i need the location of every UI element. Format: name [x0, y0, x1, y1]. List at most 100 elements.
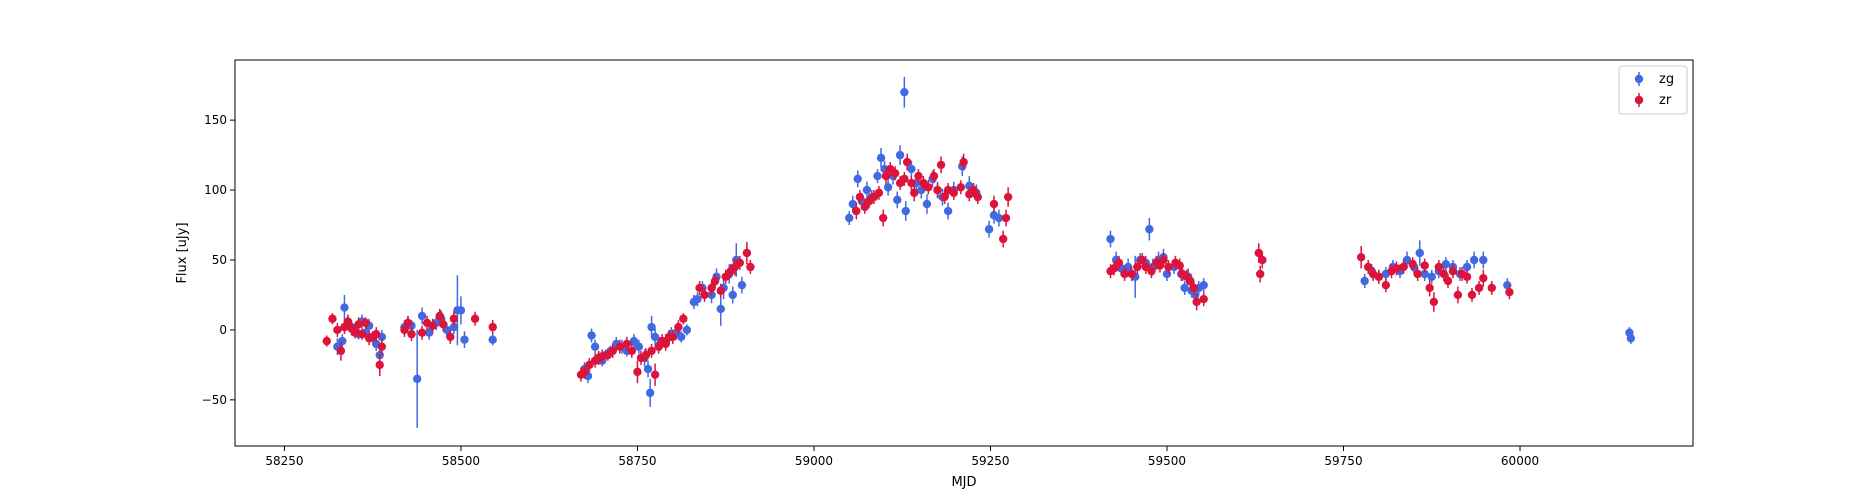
- data-point: [1479, 255, 1488, 265]
- legend-label-zr: zr: [1659, 93, 1672, 108]
- data-point: [377, 342, 387, 351]
- data-point: [1374, 272, 1384, 281]
- data-point: [417, 328, 427, 337]
- data-point: [322, 336, 331, 346]
- x-tick-label: 59750: [1324, 454, 1362, 468]
- data-point: [1199, 294, 1208, 304]
- data-point: [627, 346, 637, 356]
- series-zg: [333, 76, 1636, 428]
- data-point: [1254, 248, 1263, 258]
- data-point: [1487, 283, 1496, 293]
- data-point: [460, 335, 469, 344]
- data-point: [350, 328, 360, 337]
- data-point: [710, 276, 720, 286]
- data-point: [1453, 290, 1463, 300]
- data-point: [1133, 262, 1142, 272]
- data-point: [333, 325, 342, 335]
- data-point: [874, 188, 884, 198]
- data-point: [1425, 283, 1434, 293]
- data-point: [901, 206, 910, 216]
- data-point: [1258, 255, 1267, 265]
- data-point: [1120, 269, 1129, 279]
- data-point: [645, 388, 655, 398]
- data-point: [1360, 276, 1369, 286]
- data-point: [984, 225, 994, 234]
- data-point: [940, 192, 949, 202]
- data-point: [1003, 192, 1013, 202]
- data-point: [580, 367, 589, 377]
- data-point: [357, 329, 367, 339]
- data-point: [973, 192, 982, 202]
- data-point: [647, 322, 656, 332]
- data-point: [1469, 255, 1479, 265]
- y-axis: −50 0 50 100 150: [202, 113, 235, 407]
- data-point: [929, 171, 939, 181]
- data-point: [677, 332, 686, 342]
- data-point: [1192, 297, 1201, 307]
- data-point: [943, 206, 953, 216]
- data-point: [1462, 262, 1472, 272]
- data-point: [907, 164, 916, 174]
- data-point: [721, 272, 730, 281]
- data-point: [852, 206, 861, 216]
- data-point: [668, 332, 677, 342]
- x-tick-label: 58750: [618, 454, 656, 468]
- data-point: [340, 303, 349, 312]
- data-point: [608, 346, 617, 356]
- data-point: [428, 321, 437, 330]
- data-point: [1138, 255, 1147, 265]
- data-point: [900, 87, 909, 97]
- y-axis-title: Flux [uJy]: [175, 222, 190, 283]
- x-tick-label: 59000: [795, 454, 833, 468]
- data-points-layer: [322, 76, 1636, 428]
- x-tick-label: 60000: [1501, 454, 1539, 468]
- data-point: [417, 311, 427, 321]
- data-point: [855, 192, 865, 202]
- data-point: [661, 339, 670, 349]
- data-point: [737, 280, 747, 290]
- data-point: [1434, 262, 1444, 272]
- data-point: [700, 290, 709, 300]
- data-point: [1505, 287, 1514, 297]
- data-point: [1474, 283, 1484, 293]
- data-point: [728, 290, 737, 300]
- data-point: [1189, 283, 1199, 293]
- data-point: [1381, 280, 1391, 290]
- data-point: [403, 318, 413, 328]
- legend-box: [1618, 65, 1688, 115]
- data-point: [449, 322, 459, 332]
- data-point: [424, 328, 434, 337]
- data-point: [615, 342, 624, 351]
- data-point: [674, 322, 683, 332]
- data-point: [1441, 259, 1451, 269]
- x-tick-label: 59500: [1148, 454, 1186, 468]
- data-point: [848, 199, 857, 209]
- data-point: [910, 188, 919, 198]
- data-point: [634, 342, 644, 351]
- data-point: [1392, 264, 1401, 273]
- data-point: [878, 213, 888, 223]
- data-point: [590, 342, 600, 351]
- x-axis-title: MJD: [951, 475, 976, 490]
- data-point: [1186, 276, 1195, 286]
- y-tick-label: 100: [204, 183, 227, 197]
- data-point: [949, 188, 958, 198]
- data-point: [1443, 276, 1453, 286]
- data-point: [372, 329, 381, 339]
- data-point: [361, 318, 370, 328]
- data-point: [900, 174, 909, 184]
- data-point: [375, 360, 384, 370]
- data-point: [735, 258, 745, 267]
- data-point: [407, 329, 416, 339]
- data-point: [1147, 266, 1156, 276]
- data-point: [650, 370, 660, 379]
- data-point: [1199, 280, 1208, 290]
- data-point: [343, 317, 353, 326]
- data-point: [400, 325, 409, 335]
- data-point: [1159, 255, 1168, 265]
- data-point: [1408, 259, 1417, 269]
- data-point: [643, 364, 653, 374]
- data-point: [1162, 269, 1172, 279]
- data-point: [924, 183, 933, 192]
